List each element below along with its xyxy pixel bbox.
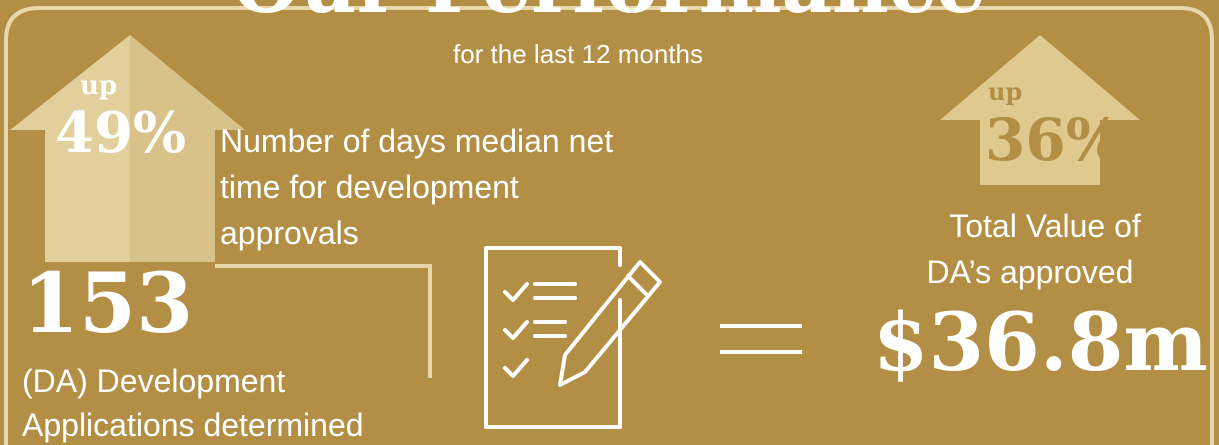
amount: $36.8m: [873, 295, 1208, 389]
up-arrow: [940, 35, 1140, 185]
connector-line: [215, 264, 432, 378]
label: DA’s approved: [927, 254, 1134, 290]
up-arrow-shade: [130, 35, 245, 262]
subtitle: for the last 12 months: [453, 39, 703, 69]
count: 153: [22, 256, 193, 352]
change: 49%: [55, 100, 186, 166]
label: (DA) Development: [22, 363, 285, 399]
label: Number of days median net: [220, 123, 613, 159]
label: Applications determined: [22, 407, 364, 443]
direction: up: [988, 77, 1022, 106]
title: Our Performance: [232, 0, 986, 31]
label: Total Value of: [949, 208, 1141, 244]
checklist-icon: [484, 246, 662, 429]
label: time for development: [220, 169, 519, 205]
change: 36%: [985, 106, 1121, 174]
label: approvals: [220, 215, 359, 251]
frame: [4, 6, 1214, 445]
direction: up: [80, 71, 117, 101]
